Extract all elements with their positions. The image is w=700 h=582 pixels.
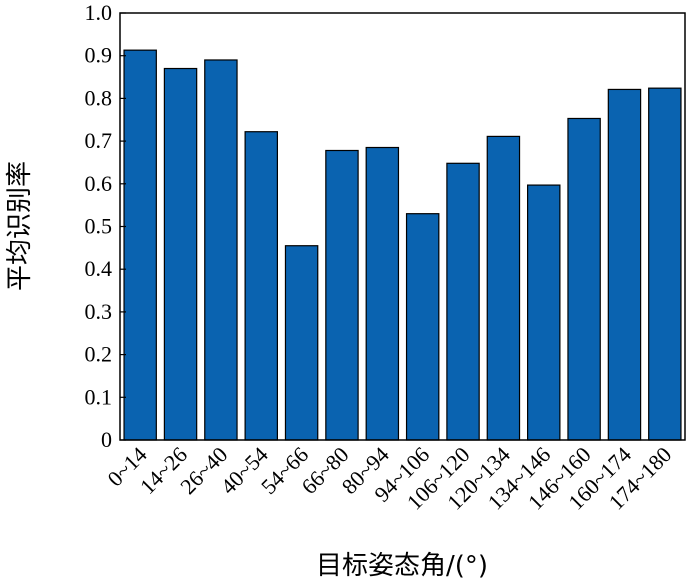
y-tick-label: 1.0 <box>85 0 113 25</box>
y-tick-label: 0 <box>101 427 112 452</box>
bars-group <box>123 49 682 441</box>
y-tick-label: 0.9 <box>85 43 113 68</box>
y-tick-label: 0.4 <box>85 256 113 281</box>
bar-160~174 <box>607 88 642 441</box>
y-tick-label: 0.3 <box>85 299 113 324</box>
bar-40~54 <box>244 131 279 441</box>
bar-26~40 <box>204 59 238 441</box>
y-tick-label: 0.6 <box>85 171 113 196</box>
bar-14~26 <box>163 67 198 441</box>
bar-106~120 <box>446 162 480 441</box>
y-tick-label: 0.8 <box>85 85 113 110</box>
x-axis-title: 目标姿态角/(°) <box>316 551 488 581</box>
y-tick-label: 0.2 <box>85 342 113 367</box>
bar-80~94 <box>365 146 400 441</box>
bar-94~106 <box>405 213 440 441</box>
x-axis-ticks: 0~1414~2626~4040~5454~6666~8080~9494~106… <box>102 442 676 515</box>
y-tick-label: 0.1 <box>85 384 113 409</box>
bar-134~146 <box>527 184 561 441</box>
bar-146~160 <box>567 117 601 441</box>
bar-54~66 <box>284 245 319 441</box>
bar-174~180 <box>648 87 682 441</box>
y-axis-title: 平均识别率 <box>5 161 35 291</box>
bar-66~80 <box>325 149 359 441</box>
y-axis-ticks: 0 0.1 0.2 0.3 0.4 0.5 0.6 0.7 0.8 0.9 1.0 <box>85 0 126 452</box>
bar-120~134 <box>486 135 521 441</box>
bar-0~14 <box>123 49 157 441</box>
y-tick-label: 0.5 <box>85 214 113 239</box>
y-tick-label: 0.7 <box>85 128 113 153</box>
